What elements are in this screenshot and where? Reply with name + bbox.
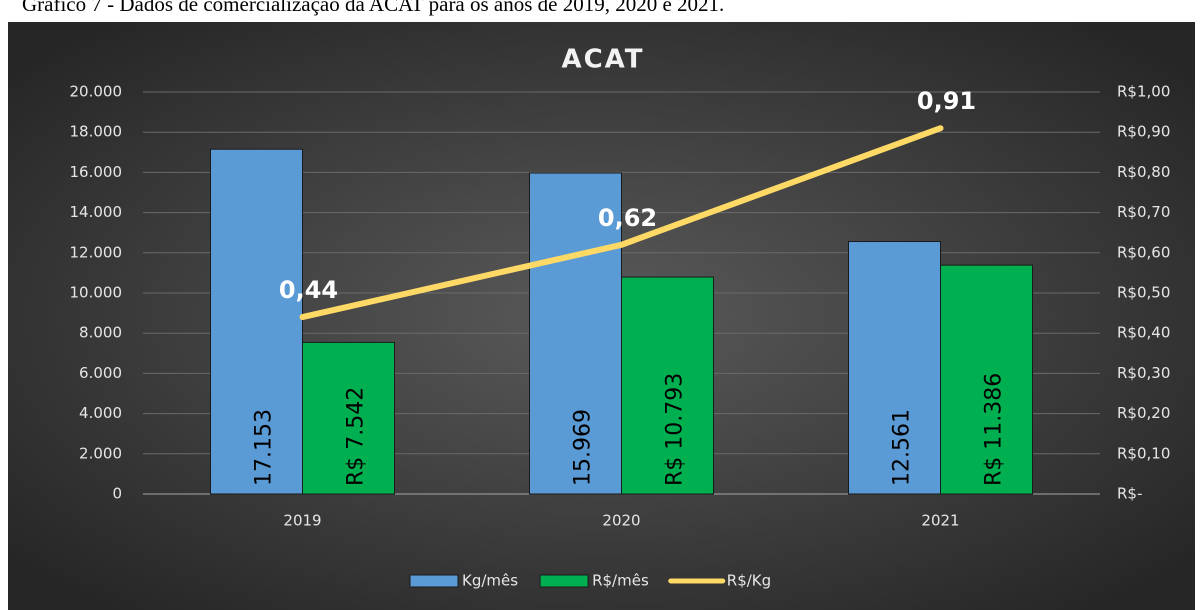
caption: Gráfico 7 - Dados de comercialização da … — [22, 0, 724, 16]
y-tick-label: 2.000 — [79, 444, 122, 462]
data-label: R$ 11.386 — [982, 373, 1007, 486]
y-tick-label: 4.000 — [79, 404, 122, 422]
data-label: 0,62 — [598, 204, 657, 232]
legend-label: Kg/mês — [462, 572, 518, 590]
bar — [210, 148, 303, 495]
data-label: 17.153 — [252, 409, 277, 486]
legend-label: R$/Kg — [727, 572, 771, 590]
bar — [621, 276, 714, 495]
y2-tick-label: R$0,80 — [1117, 163, 1170, 181]
y2-tick-label: R$0,50 — [1117, 284, 1170, 302]
y2-tick-label: R$0,20 — [1117, 404, 1170, 422]
bar — [940, 264, 1033, 495]
y-tick-label: 20.000 — [70, 83, 123, 101]
legend-label: R$/mês — [592, 572, 649, 590]
y-tick-label: 16.000 — [70, 163, 123, 181]
y2-tick-label: R$0,30 — [1117, 364, 1170, 382]
y2-tick-label: R$- — [1117, 485, 1142, 503]
x-tick-label: 2021 — [921, 512, 959, 530]
x-tick-label: 2019 — [283, 512, 321, 530]
bar — [529, 172, 622, 495]
y-tick-label: 6.000 — [79, 364, 122, 382]
y2-tick-label: R$0,60 — [1117, 243, 1170, 261]
y2-tick-label: R$0,10 — [1117, 444, 1170, 462]
y-tick-label: 0 — [112, 485, 122, 503]
y-tick-label: 18.000 — [70, 123, 123, 141]
y-tick-label: 12.000 — [70, 243, 123, 261]
legend-swatch — [409, 574, 459, 588]
data-label: 15.969 — [571, 409, 596, 486]
bar — [848, 241, 941, 495]
data-label: 0,91 — [917, 87, 976, 115]
y-tick-label: 14.000 — [70, 203, 123, 221]
x-tick-label: 2020 — [602, 512, 640, 530]
bar — [302, 341, 395, 495]
y-tick-label: 10.000 — [70, 284, 123, 302]
y-tick-label: 8.000 — [79, 324, 122, 342]
data-label: R$ 7.542 — [344, 387, 369, 486]
y2-tick-label: R$1,00 — [1117, 83, 1170, 101]
y2-tick-label: R$0,70 — [1117, 203, 1170, 221]
y2-tick-label: R$0,90 — [1117, 123, 1170, 141]
data-label: R$ 10.793 — [663, 373, 688, 486]
chart-title: ACAT — [561, 45, 644, 75]
data-label: 0,44 — [279, 276, 338, 304]
y2-tick-label: R$0,40 — [1117, 324, 1170, 342]
line — [299, 125, 944, 321]
legend-swatch — [539, 574, 589, 588]
data-label: 12.561 — [890, 409, 915, 486]
